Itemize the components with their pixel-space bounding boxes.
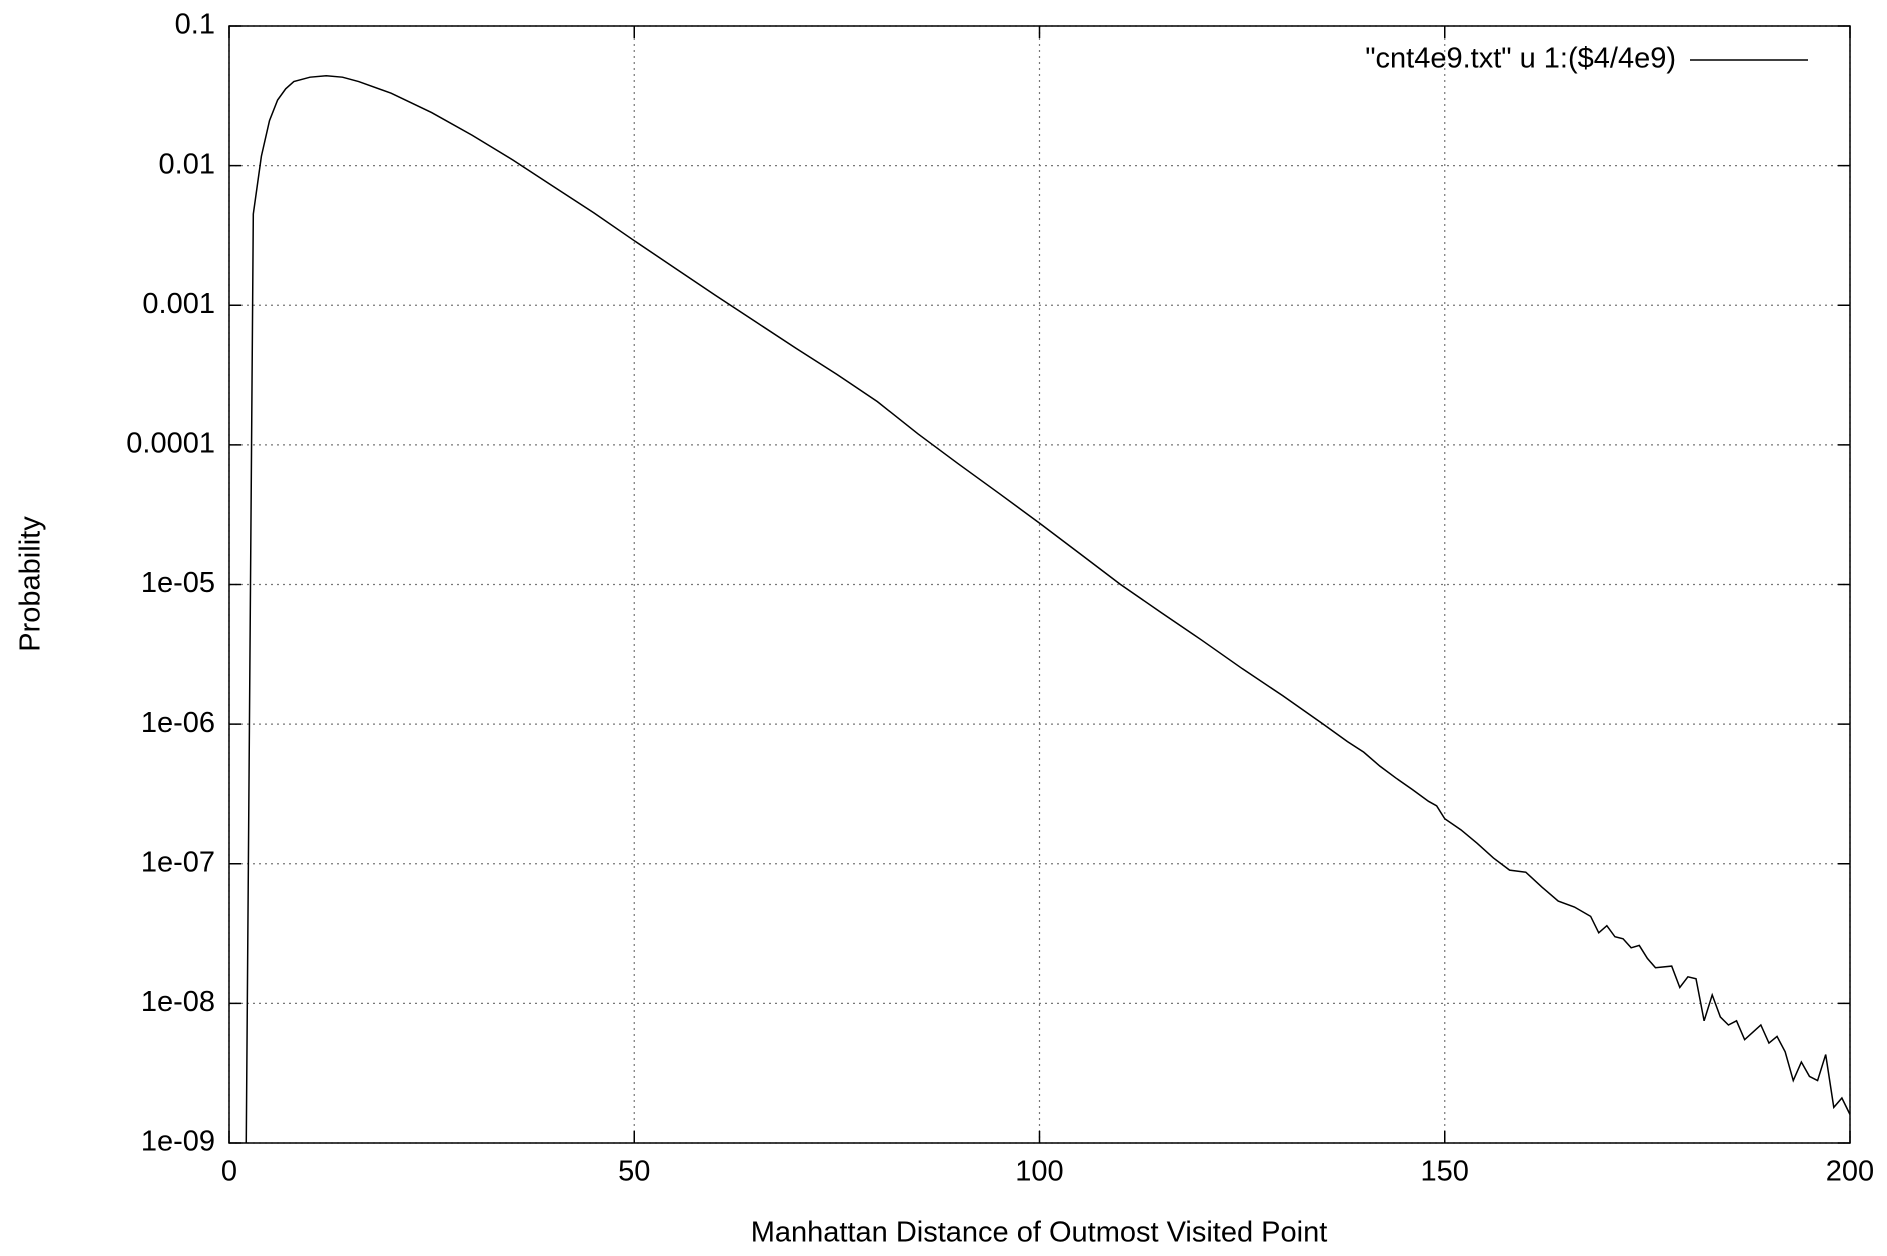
x-tick-label: 50 [618,1156,650,1188]
y-tick-label: 1e-06 [141,707,215,739]
y-tick-label: 1e-05 [141,567,215,599]
y-tick-label: 1e-09 [141,1126,215,1158]
data-line [245,75,1850,1143]
x-axis-label: Manhattan Distance of Outmost Visited Po… [751,1217,1328,1249]
x-tick-label: 200 [1826,1156,1874,1188]
y-tick-label: 1e-08 [141,986,215,1018]
x-tick-label: 0 [221,1156,237,1188]
plot-border [228,25,1851,1144]
y-tick-label: 0.1 [175,9,215,41]
y-tick-label: 1e-07 [141,846,215,878]
y-tick-label: 0.0001 [126,428,215,460]
legend-label: "cnt4e9.txt" u 1:($4/4e9) [1365,43,1676,75]
y-tick-label: 0.01 [159,148,215,180]
x-tick-label: 100 [1015,1156,1063,1188]
y-tick-label: 0.001 [142,288,215,320]
x-tick-label: 150 [1421,1156,1469,1188]
y-axis-label: Probability [15,516,47,652]
